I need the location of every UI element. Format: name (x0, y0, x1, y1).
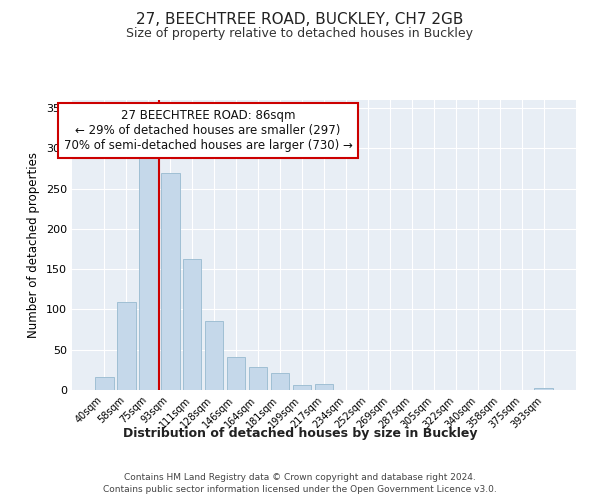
Bar (293, 385, 311, 390)
Bar (95, 377, 113, 390)
Bar (117, 302, 136, 390)
Text: 27, BEECHTREE ROAD, BUCKLEY, CH7 2GB: 27, BEECHTREE ROAD, BUCKLEY, CH7 2GB (136, 12, 464, 28)
Text: Size of property relative to detached houses in Buckley: Size of property relative to detached ho… (127, 28, 473, 40)
Bar (139, 153, 158, 390)
Bar (535, 388, 553, 390)
Bar (314, 384, 334, 390)
Text: Distribution of detached houses by size in Buckley: Distribution of detached houses by size … (123, 428, 477, 440)
Bar (271, 373, 289, 390)
Bar (205, 320, 223, 390)
Text: Contains public sector information licensed under the Open Government Licence v3: Contains public sector information licen… (103, 485, 497, 494)
Bar (183, 258, 202, 390)
Bar (249, 368, 268, 390)
Text: Contains HM Land Registry data © Crown copyright and database right 2024.: Contains HM Land Registry data © Crown c… (124, 472, 476, 482)
Bar (161, 172, 179, 390)
Y-axis label: Number of detached properties: Number of detached properties (28, 152, 40, 338)
Bar (227, 357, 245, 390)
Text: 27 BEECHTREE ROAD: 86sqm
← 29% of detached houses are smaller (297)
70% of semi-: 27 BEECHTREE ROAD: 86sqm ← 29% of detach… (64, 108, 353, 152)
